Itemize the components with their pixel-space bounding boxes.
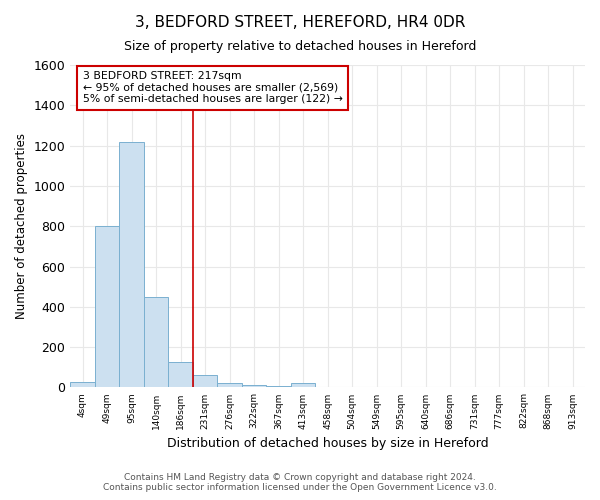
X-axis label: Distribution of detached houses by size in Hereford: Distribution of detached houses by size …: [167, 437, 488, 450]
Bar: [119, 142, 144, 388]
Bar: [266, 386, 291, 388]
Bar: [70, 382, 95, 388]
Bar: [95, 226, 119, 388]
Bar: [144, 296, 169, 388]
Bar: [193, 376, 217, 388]
Bar: [169, 362, 193, 388]
Y-axis label: Number of detached properties: Number of detached properties: [15, 133, 28, 319]
Text: Contains HM Land Registry data © Crown copyright and database right 2024.
Contai: Contains HM Land Registry data © Crown c…: [103, 473, 497, 492]
Text: 3 BEDFORD STREET: 217sqm
← 95% of detached houses are smaller (2,569)
5% of semi: 3 BEDFORD STREET: 217sqm ← 95% of detach…: [83, 71, 343, 104]
Text: 3, BEDFORD STREET, HEREFORD, HR4 0DR: 3, BEDFORD STREET, HEREFORD, HR4 0DR: [135, 15, 465, 30]
Bar: [217, 384, 242, 388]
Bar: [242, 386, 266, 388]
Text: Size of property relative to detached houses in Hereford: Size of property relative to detached ho…: [124, 40, 476, 53]
Bar: [291, 384, 316, 388]
